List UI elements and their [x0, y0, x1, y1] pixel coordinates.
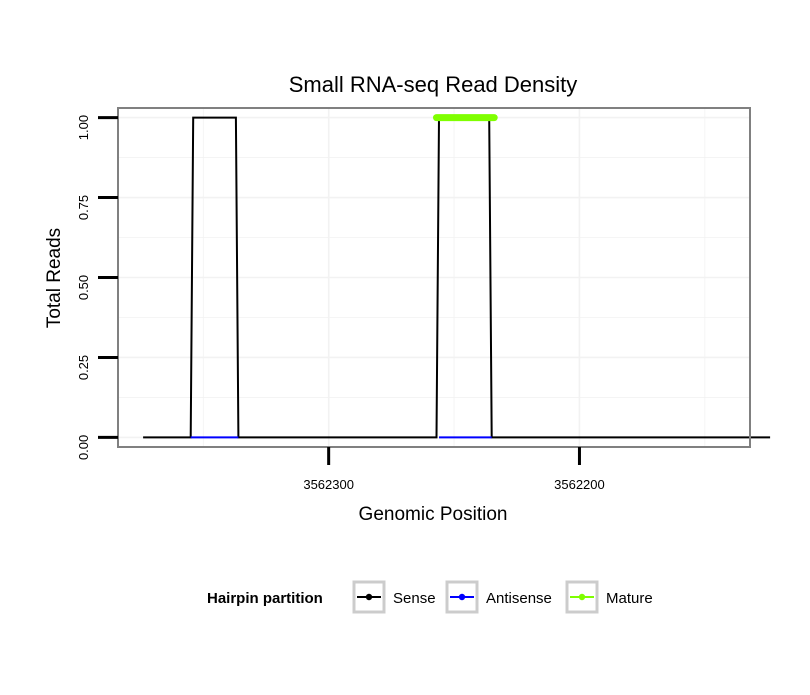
x-axis-title: Genomic Position: [359, 504, 508, 525]
legend-key-dot: [458, 593, 466, 601]
y-tick-label: 0.00: [76, 435, 91, 460]
series-line-sense: [143, 116, 771, 439]
y-tick-label: 0.25: [76, 355, 91, 380]
legend-item-antisense: Antisense: [445, 580, 552, 614]
legend-key-dot: [365, 593, 373, 601]
legend-item-sense: Sense: [352, 580, 436, 614]
y-axis-title: Total Reads: [44, 228, 65, 328]
axis-layer: 0.00 0.25 0.50 0.75 1.00 3562300 3562200: [76, 115, 605, 492]
y-tick-label: 0.50: [76, 275, 91, 300]
legend: Hairpin partition Sense Antisense Mature: [207, 580, 653, 614]
y-tick-label: 0.75: [76, 195, 91, 220]
legend-item-mature: Mature: [565, 580, 653, 614]
y-tick-label: 1.00: [76, 115, 91, 140]
series-layer: [143, 114, 771, 439]
legend-label: Mature: [606, 590, 653, 607]
legend-label: Antisense: [486, 590, 552, 607]
chart-title: Small RNA-seq Read Density: [289, 72, 578, 97]
legend-label: Sense: [393, 590, 436, 607]
legend-key-dot: [578, 593, 586, 601]
x-tick-label: 3562200: [554, 477, 605, 492]
legend-title: Hairpin partition: [207, 590, 323, 607]
grid-layer: [118, 108, 750, 447]
x-tick-label: 3562300: [303, 477, 354, 492]
